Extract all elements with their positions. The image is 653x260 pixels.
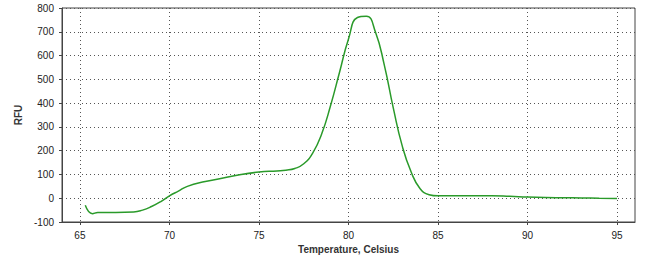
svg-text:80: 80 <box>343 230 355 241</box>
svg-text:95: 95 <box>612 230 624 241</box>
svg-text:400: 400 <box>37 98 54 109</box>
svg-text:0: 0 <box>48 193 54 204</box>
svg-text:85: 85 <box>432 230 444 241</box>
svg-text:500: 500 <box>37 74 54 85</box>
svg-text:800: 800 <box>37 3 54 14</box>
svg-text:-100: -100 <box>34 217 54 228</box>
svg-text:RFU: RFU <box>13 105 24 126</box>
svg-text:75: 75 <box>253 230 265 241</box>
svg-text:600: 600 <box>37 50 54 61</box>
svg-text:70: 70 <box>164 230 176 241</box>
svg-text:300: 300 <box>37 121 54 132</box>
svg-text:65: 65 <box>74 230 86 241</box>
svg-text:Temperature, Celsius: Temperature, Celsius <box>298 244 399 255</box>
svg-text:200: 200 <box>37 145 54 156</box>
svg-text:90: 90 <box>522 230 534 241</box>
svg-text:700: 700 <box>37 26 54 37</box>
svg-text:100: 100 <box>37 169 54 180</box>
